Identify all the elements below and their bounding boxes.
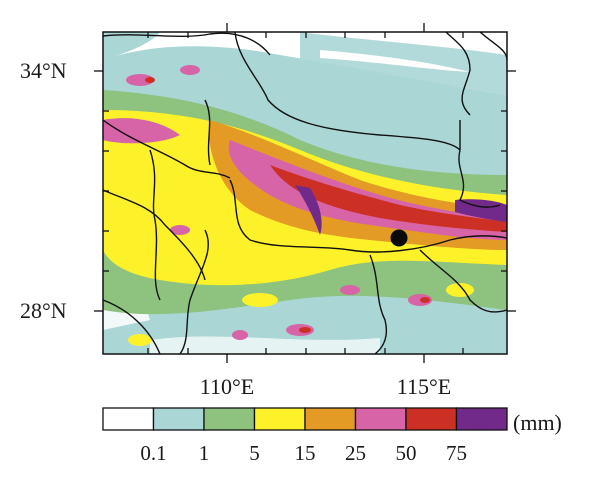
colorbar-swatch — [203, 407, 256, 431]
province-boundaries — [103, 32, 507, 354]
colorbar — [102, 407, 508, 431]
precip-field — [103, 32, 507, 354]
colorbar-tick-label: 25 — [345, 441, 366, 465]
colorbar-swatch — [152, 407, 205, 431]
axis-ticks — [94, 23, 516, 363]
colorbar-unit: (mm) — [513, 410, 562, 435]
colorbar-swatch — [253, 407, 306, 431]
colorbar-tick-label: 15 — [294, 441, 316, 465]
lat-label-28n: 28°N — [20, 298, 67, 323]
colorbar-swatch — [405, 407, 458, 431]
colorbar-swatch — [102, 407, 155, 431]
colorbar-tick-label: 5 — [249, 441, 260, 465]
station-marker — [390, 229, 408, 247]
colorbar-tick-label: 1 — [198, 441, 210, 465]
colorbar-tick-label: 75 — [446, 441, 467, 465]
colorbar-tick-label: 0.1 — [140, 441, 167, 465]
lat-label-34n: 34°N — [20, 58, 67, 83]
lon-label-110e: 110°E — [199, 374, 255, 399]
lon-label-115e: 115°E — [396, 374, 452, 399]
colorbar-swatch — [354, 407, 407, 431]
map-frame — [102, 31, 508, 355]
colorbar-tick-label: 50 — [395, 441, 417, 465]
colorbar-swatch — [455, 407, 508, 431]
colorbar-swatch — [304, 407, 357, 431]
